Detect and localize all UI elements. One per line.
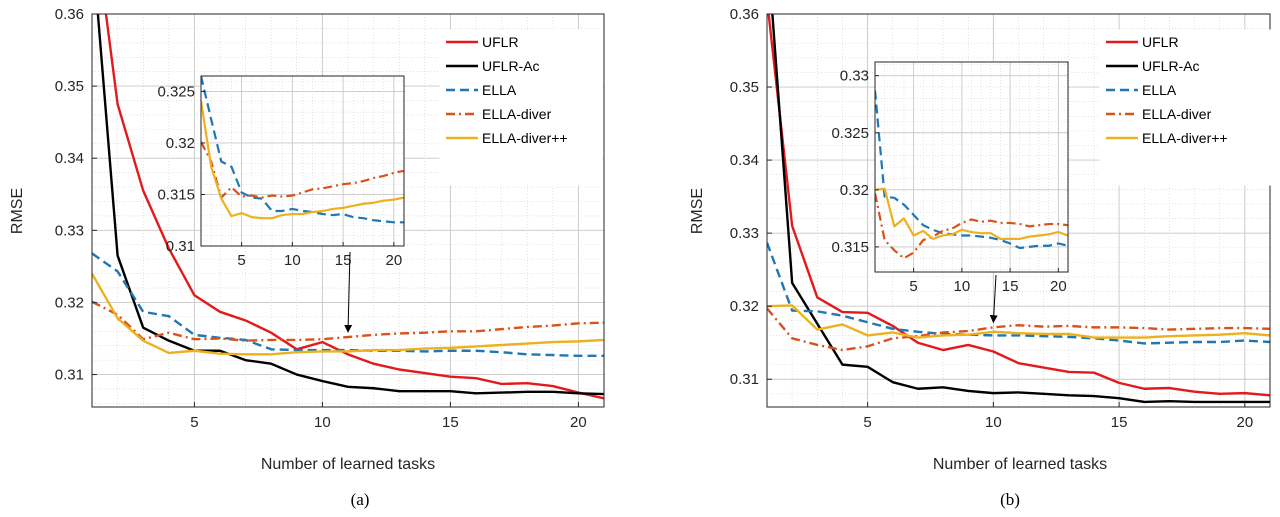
legend: UFLR UFLR-Ac ELLA ELLA-diver ELLA-diver++ <box>439 29 603 186</box>
zoom-arrow <box>344 251 353 333</box>
legend-label: ELLA-diver++ <box>1142 130 1228 146</box>
inset-y-tick-label: 0.32 <box>840 182 869 199</box>
inset-y-tick-label: 0.33 <box>840 68 869 85</box>
legend-box <box>1099 29 1271 186</box>
inset-x-tick-label: 15 <box>1002 278 1019 295</box>
inset-line-ella-diver <box>875 193 1068 260</box>
x-tick-label: 15 <box>1111 414 1128 431</box>
y-tick-label: 0.32 <box>730 298 759 315</box>
inset-y-tick-label: 0.32 <box>166 135 195 152</box>
inset-line-ella-diver <box>201 141 404 199</box>
x-tick-label: 20 <box>570 414 587 431</box>
inset-x-tick-label: 5 <box>909 278 917 295</box>
chart-a: 5 10 15 20 0.31 0.32 0.33 0.34 0.35 0.36 Number of… <box>9 6 605 509</box>
inset-frame <box>200 75 405 247</box>
x-tick-label: 10 <box>985 414 1002 431</box>
y-tick-label: 0.33 <box>55 222 84 239</box>
series-line-ella-diverplusplus <box>92 273 604 356</box>
inset-x-tick-label: 5 <box>237 252 245 269</box>
axes-frame <box>766 13 1271 408</box>
series-lines <box>767 14 1270 404</box>
subfigure-caption: (a) <box>351 490 370 509</box>
y-tick-label: 0.34 <box>55 150 84 167</box>
legend-box <box>439 29 603 186</box>
legend-label: ELLA-diver <box>1142 106 1212 122</box>
legend-label: UFLR <box>1142 34 1179 50</box>
series-line-ella-diver <box>92 300 604 342</box>
y-tick-label: 0.35 <box>730 79 759 96</box>
inset-x-tick-label: 15 <box>335 252 352 269</box>
inset-y-tick-label: 0.315 <box>157 186 195 203</box>
y-tick-label: 0.34 <box>730 152 759 169</box>
inset-y-tick-label: 0.315 <box>831 239 869 256</box>
inset-x-tick-label: 10 <box>954 278 971 295</box>
legend-label: ELLA-diver <box>482 106 552 122</box>
subfigure-caption: (b) <box>1000 490 1020 509</box>
inset-line-ella <box>875 90 1068 250</box>
legend-label: UFLR-Ac <box>482 58 540 74</box>
y-axis-label: RMSE <box>9 188 26 234</box>
axes-frame <box>91 13 605 408</box>
tick-labels: 5 10 15 20 0.31 0.32 0.33 0.34 0.35 0.36 <box>55 6 587 431</box>
series-line-uflr-ac <box>96 14 604 396</box>
legend-label: UFLR-Ac <box>1142 58 1200 74</box>
x-axis-label: Number of learned tasks <box>933 456 1107 473</box>
inset-y-tick-label: 0.325 <box>157 83 195 100</box>
legend-label: ELLA-diver++ <box>482 130 568 146</box>
y-tick-label: 0.32 <box>55 294 84 311</box>
legend-label: ELLA <box>1142 82 1177 98</box>
series-line-ella-diverplusplus <box>767 304 1270 339</box>
y-tick-label: 0.36 <box>55 6 84 23</box>
series-line-uflr <box>767 14 1270 397</box>
y-tick-label: 0.35 <box>55 78 84 95</box>
zoom-arrow <box>989 274 998 324</box>
x-tick-label: 15 <box>442 414 459 431</box>
inset-line-ella-diverplusplus <box>875 187 1068 240</box>
legend: UFLR UFLR-Ac ELLA ELLA-diver ELLA-diver++ <box>1099 29 1271 186</box>
legend-label: UFLR <box>482 34 519 50</box>
x-tick-label: 10 <box>314 414 331 431</box>
series-line-ella-diver <box>767 307 1270 352</box>
y-tick-label: 0.31 <box>730 371 759 388</box>
inset-y-tick-label: 0.325 <box>831 125 869 142</box>
inset-x-tick-label: 10 <box>284 252 301 269</box>
inset-x-tick-label: 20 <box>386 252 403 269</box>
inset-series-lines <box>875 90 1068 260</box>
inset-line-ella-diverplusplus <box>201 100 404 220</box>
inset-x-tick-label: 20 <box>1050 278 1067 295</box>
inset-plot: 5 10 15 20 0.315 0.32 0.325 0.33 <box>831 61 1069 295</box>
y-axis-label: RMSE <box>689 188 706 234</box>
legend-label: ELLA <box>482 82 517 98</box>
chart-b: 5 10 15 20 0.31 0.32 0.33 0.34 0.35 0.36 Number of… <box>689 6 1271 509</box>
y-tick-label: 0.33 <box>730 225 759 242</box>
series-line-ella <box>92 252 604 357</box>
inset-series-lines <box>201 76 404 224</box>
x-axis-label: Number of learned tasks <box>261 456 435 473</box>
inset-y-tick-label: 0.31 <box>166 238 195 255</box>
series-line-uflr <box>104 14 604 400</box>
x-tick-label: 5 <box>863 414 871 431</box>
series-line-uflr-ac <box>771 14 1270 404</box>
series-line-ella <box>767 242 1270 345</box>
y-tick-label: 0.36 <box>730 6 759 23</box>
x-tick-label: 20 <box>1237 414 1254 431</box>
series-lines <box>92 14 604 400</box>
inset-frame <box>874 61 1069 273</box>
x-tick-label: 5 <box>190 414 198 431</box>
tick-labels: 5 10 15 20 0.31 0.32 0.33 0.34 0.35 0.36 <box>730 6 1253 431</box>
inset-plot: 5 10 15 20 0.31 0.315 0.32 0.325 <box>157 75 405 269</box>
y-tick-label: 0.31 <box>55 367 84 384</box>
